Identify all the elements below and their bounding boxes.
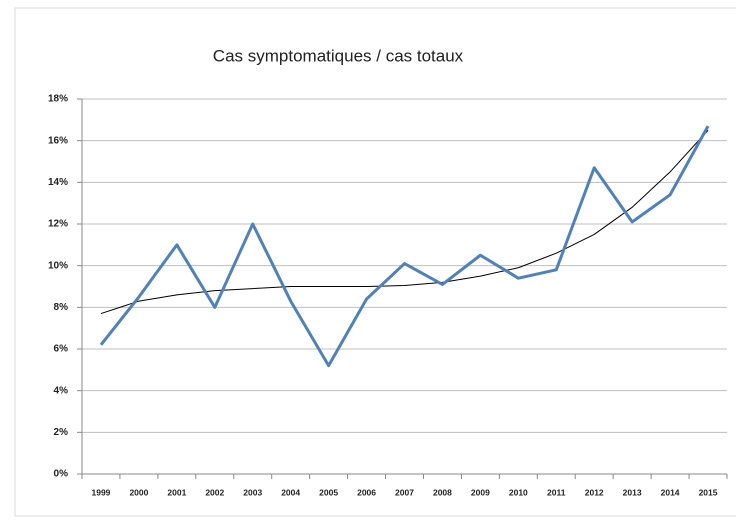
x-tick-label: 2001 (167, 487, 186, 497)
x-tick-label: 2015 (699, 487, 718, 497)
y-tick-label: 10% (48, 260, 68, 271)
chart-frame (14, 7, 736, 517)
y-tick-label: 16% (48, 135, 68, 146)
x-tick-label: 2000 (129, 487, 148, 497)
x-tick-label: 2014 (661, 487, 680, 497)
y-tick-label: 0% (54, 469, 69, 480)
trend-line (100, 129, 709, 315)
x-tick-label: 2005 (319, 487, 338, 497)
x-tick-label: 2006 (357, 487, 376, 497)
chart-title: Cas symptomatiques / cas totaux (213, 46, 464, 65)
y-tick-label: 6% (54, 344, 69, 355)
x-tick-label: 2004 (281, 487, 300, 497)
data-line (99, 125, 710, 368)
x-tick-label: 2002 (205, 487, 224, 497)
x-tick-label: 2013 (623, 487, 642, 497)
x-tick-label: 2010 (509, 487, 528, 497)
y-tick-label: 2% (54, 427, 69, 438)
y-tick-label: 8% (54, 302, 69, 313)
x-tick-label: 2007 (395, 487, 414, 497)
x-tick-label: 2011 (547, 487, 566, 497)
y-tick-label: 14% (48, 177, 68, 188)
x-tick-label: 2012 (585, 487, 604, 497)
y-tick-label: 12% (48, 219, 68, 230)
x-tick-label: 1999 (92, 487, 111, 497)
x-tick-label: 2009 (471, 487, 490, 497)
x-tick-label: 2003 (243, 487, 262, 497)
y-tick-label: 18% (48, 94, 68, 105)
y-tick-label: 4% (54, 385, 69, 396)
x-tick-label: 2008 (433, 487, 452, 497)
